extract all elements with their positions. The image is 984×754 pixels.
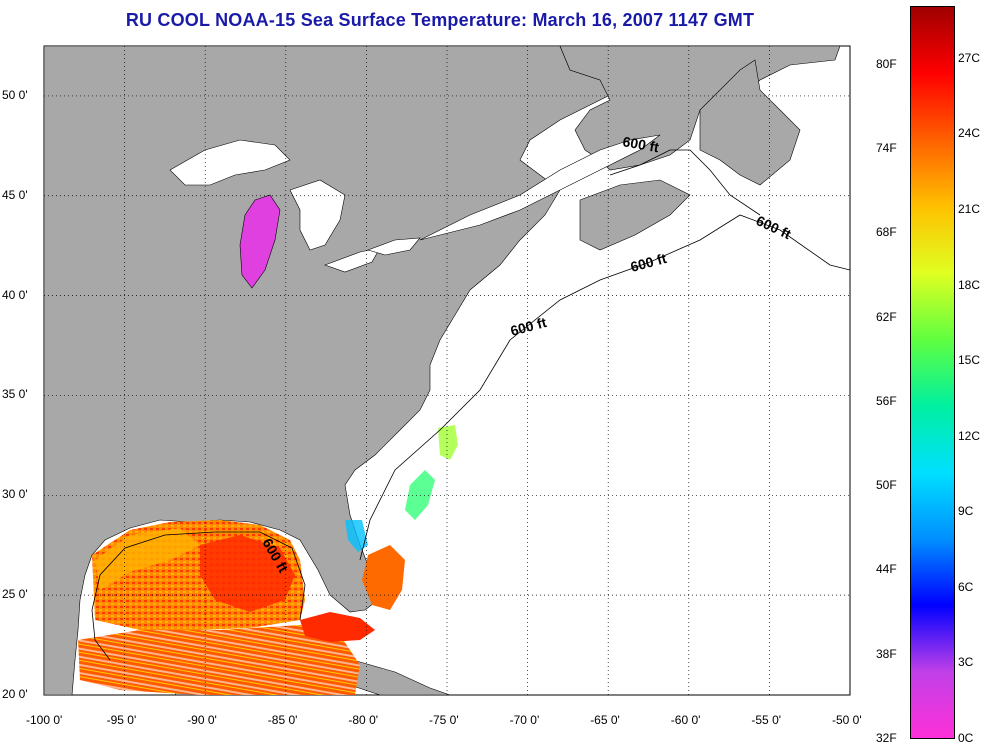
lon-tick-label: -95 0' (106, 713, 137, 727)
lat-tick-label: 50 0' (2, 87, 28, 102)
colorbar-f-label: 56F (876, 393, 897, 408)
lat-tick-label: 45 0' (2, 187, 28, 202)
land-north-america (44, 46, 611, 695)
sst-florida-east (362, 545, 405, 610)
lake-ontario (367, 237, 421, 256)
isobath-gulf (91, 531, 306, 661)
colorbar-f-label: 62F (876, 309, 897, 324)
isobath-label-1: 600 ft (621, 133, 660, 155)
lat-tick-label: 20 0' (2, 687, 28, 701)
lake-superior (169, 139, 291, 186)
isobath-atlantic (359, 214, 850, 561)
sst-caribbean (300, 612, 375, 642)
lon-tick-label: -60 0' (670, 713, 701, 727)
colorbar-f-label: 50F (876, 478, 897, 493)
lon-tick-label: -65 0' (590, 713, 620, 727)
sst-gulf-core (200, 535, 295, 612)
st-lawrence-river (419, 134, 661, 241)
colorbar-f-label: 44F (876, 562, 897, 577)
colorbar-f-label: 74F (876, 141, 897, 156)
isobath-canada (609, 149, 761, 216)
lat-tick-label: 40 0' (2, 287, 28, 302)
colorbar-c-label: 9C (958, 504, 974, 519)
colorbar-f-label: 38F (876, 646, 897, 661)
colorbar-c-label: 15C (958, 353, 981, 368)
lat-tick-label: 35 0' (2, 387, 28, 402)
sst-gulf-stream-north (438, 425, 458, 460)
colorbar-c-label: 21C (958, 202, 981, 217)
lon-tick-label: -55 0' (751, 713, 782, 727)
lake-huron (289, 179, 346, 251)
temperature-colorbar (910, 6, 955, 739)
map-title: RU COOL NOAA-15 Sea Surface Temperature:… (125, 10, 755, 30)
colorbar-f-label: 80F (876, 56, 897, 71)
lon-tick-label: -85 0' (267, 713, 298, 727)
colorbar-c-label: 3C (958, 655, 974, 670)
colorbar-c-label: 24C (958, 126, 981, 141)
colorbar-f-label: 32F (876, 731, 897, 745)
colorbar-c-label: 27C (958, 50, 981, 65)
lon-tick-label: -75 0' (429, 713, 459, 727)
sst-gulf-yellow-edge (95, 528, 200, 590)
map-grid (44, 46, 850, 695)
lon-tick-label: -80 0' (348, 713, 379, 727)
lat-tick-label: 30 0' (2, 487, 28, 502)
colorbar-c-label: 6C (958, 579, 974, 594)
colorbar-c-label: 12C (958, 428, 981, 443)
lon-tick-label: -90 0' (187, 713, 217, 727)
colorbar-c-label: 0C (958, 731, 974, 745)
colorbar-c-label: 18C (958, 277, 981, 292)
colorbar-f-label: 68F (876, 225, 897, 240)
land-newfoundland (699, 59, 801, 186)
lon-tick-label: -50 0' (832, 713, 862, 727)
sst-florida-strait (345, 520, 368, 552)
lon-tick-label: -70 0' (509, 713, 540, 727)
lon-tick-label: -100 0' (26, 713, 63, 727)
sst-gulf-streaks (78, 625, 360, 695)
lake-michigan (239, 194, 281, 289)
lat-tick-label: 25 0' (2, 587, 28, 602)
land-nova-scotia (579, 179, 691, 251)
